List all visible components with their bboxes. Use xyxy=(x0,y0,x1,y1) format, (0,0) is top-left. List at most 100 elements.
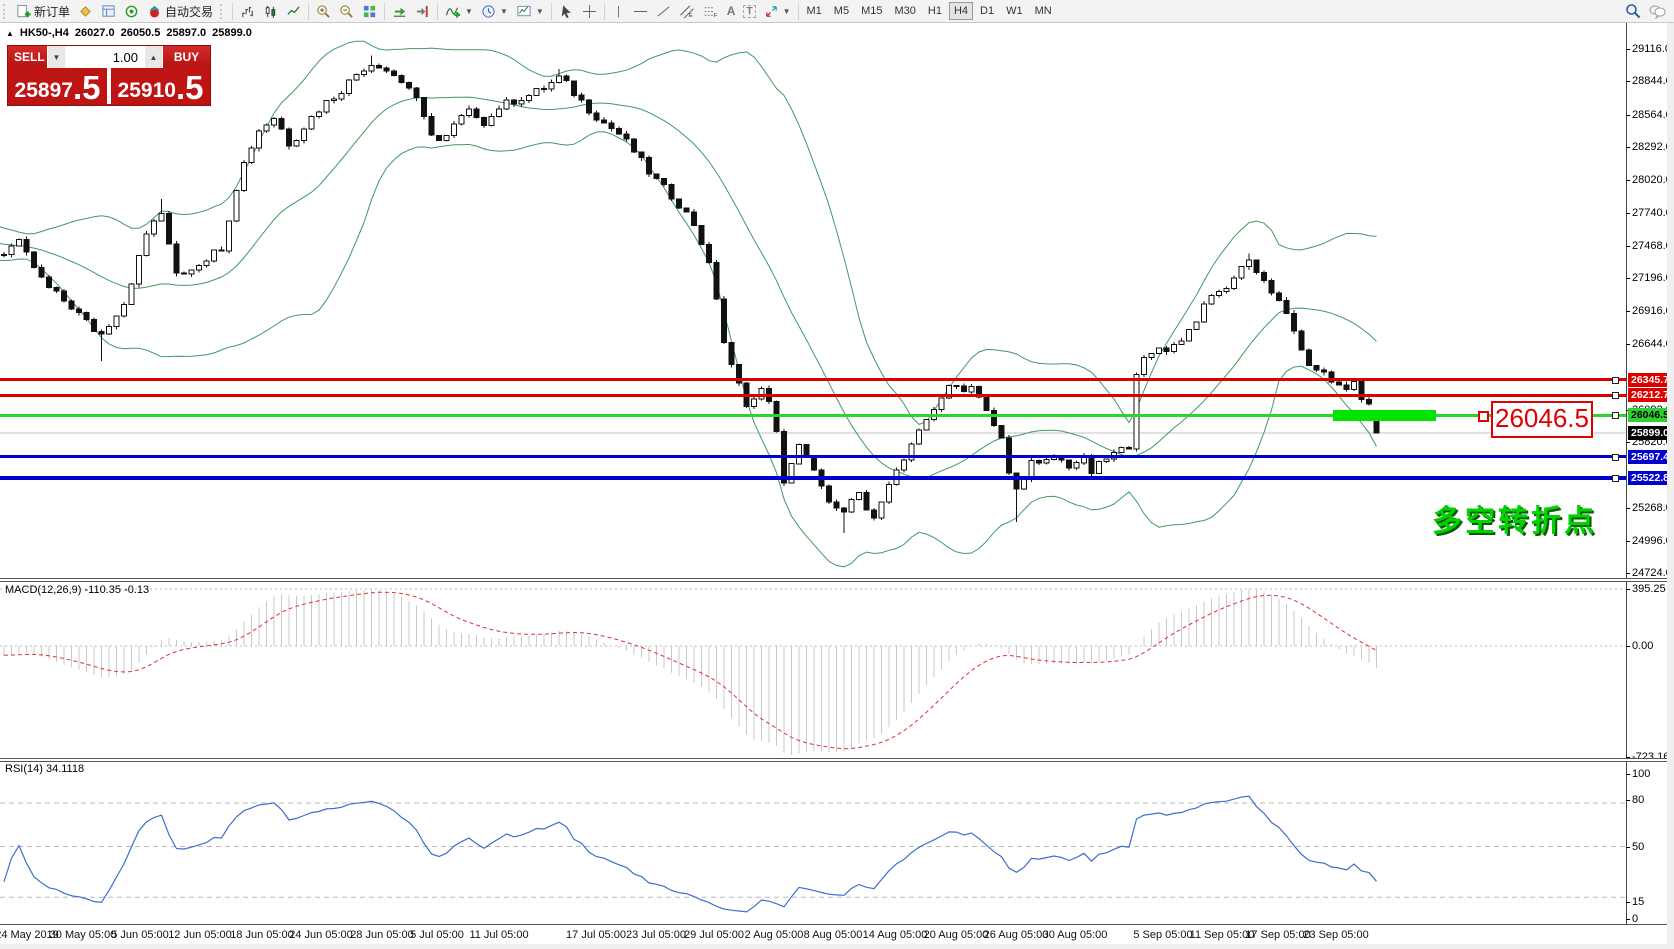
price-axis-label: 28020.0 xyxy=(1626,174,1672,186)
bar-chart-button[interactable] xyxy=(236,1,259,21)
candle xyxy=(331,98,337,102)
volume-input[interactable] xyxy=(66,46,144,68)
autotrading-button[interactable]: 自动交易 xyxy=(143,1,217,21)
price-axis-label: 27196.0 xyxy=(1626,272,1672,284)
toolbar-grip[interactable] xyxy=(3,3,8,19)
arrows-button[interactable]: ▼ xyxy=(760,1,795,21)
chart-shift-button[interactable] xyxy=(411,1,434,21)
pane-separator[interactable] xyxy=(0,758,1674,762)
line-price-tag: 25522.8 xyxy=(1628,471,1674,485)
timeframe-H4[interactable]: H4 xyxy=(948,2,973,20)
price-axis-label: 28292.0 xyxy=(1626,141,1672,153)
zoom-out-button[interactable] xyxy=(335,1,358,21)
candle xyxy=(233,189,240,222)
pane-separator[interactable] xyxy=(0,578,1674,582)
channel-button[interactable]: E xyxy=(675,1,699,21)
anchor-square-icon[interactable] xyxy=(1478,411,1489,422)
candle xyxy=(1343,384,1350,391)
line-anchor-icon[interactable] xyxy=(1612,475,1619,482)
cursor-button[interactable] xyxy=(555,1,578,21)
sell-price[interactable]: 25897 .5 xyxy=(8,68,107,104)
templates-button[interactable]: ▼ xyxy=(512,1,548,21)
candle xyxy=(443,134,450,141)
timeframe-W1[interactable]: W1 xyxy=(1001,2,1028,20)
new-order-button[interactable]: 新订单 xyxy=(12,1,74,21)
horizontal-line-object[interactable] xyxy=(0,414,1626,417)
candle xyxy=(181,272,187,275)
timeframe-M15[interactable]: M15 xyxy=(856,2,887,20)
fibonacci-button[interactable]: F xyxy=(699,1,723,21)
zoom-in-button[interactable] xyxy=(312,1,335,21)
buy-price[interactable]: 25910 .5 xyxy=(111,68,210,104)
vertical-line-button[interactable] xyxy=(608,1,629,21)
main-chart[interactable] xyxy=(0,22,1626,578)
text-button[interactable]: A xyxy=(723,1,740,21)
crosshair-button[interactable] xyxy=(578,1,601,21)
periods-button[interactable]: ▼ xyxy=(477,1,512,21)
time-axis-label: 12 Jun 05:00 xyxy=(168,929,232,941)
candle xyxy=(848,499,855,513)
candle xyxy=(466,108,472,117)
line-anchor-icon[interactable] xyxy=(1612,412,1619,419)
toolbar-grip[interactable] xyxy=(220,3,225,19)
candle xyxy=(526,94,532,102)
candle xyxy=(1321,369,1327,373)
timeframe-M30[interactable]: M30 xyxy=(889,2,920,20)
candle xyxy=(826,485,832,503)
timeframe-H1[interactable]: H1 xyxy=(923,2,947,20)
level-highlight-rect[interactable] xyxy=(1333,410,1436,421)
sell-button[interactable]: SELL xyxy=(8,46,47,68)
candle xyxy=(976,386,982,398)
trendline-button[interactable] xyxy=(652,1,675,21)
level-price-box[interactable]: 26046.5 xyxy=(1491,401,1593,438)
candle xyxy=(916,429,922,445)
candle xyxy=(1118,446,1125,454)
search-button[interactable] xyxy=(1621,1,1645,21)
turning-point-note[interactable]: 多空转折点 xyxy=(1432,505,1597,538)
candle xyxy=(586,99,592,114)
timeframe-D1[interactable]: D1 xyxy=(975,2,999,20)
candle xyxy=(1253,259,1260,273)
line-anchor-icon[interactable] xyxy=(1612,377,1619,384)
auto-scroll-button[interactable] xyxy=(388,1,411,21)
candle xyxy=(1148,352,1155,359)
candle xyxy=(76,308,82,314)
candle xyxy=(601,119,607,124)
time-axis-label: 17 Sep 05:00 xyxy=(1245,929,1311,941)
line-anchor-icon[interactable] xyxy=(1612,454,1619,461)
horizontal-line-object[interactable] xyxy=(0,476,1626,480)
navigator-button[interactable] xyxy=(120,1,143,21)
indicators-button[interactable]: ▼ xyxy=(441,1,477,21)
timeframe-M1[interactable]: M1 xyxy=(802,2,827,20)
buy-button[interactable]: BUY xyxy=(163,46,210,68)
market-watch-button[interactable] xyxy=(74,1,97,21)
price-axis-label: 29116.0 xyxy=(1626,43,1671,55)
candle xyxy=(151,220,157,235)
volume-increase-button[interactable]: ▲ xyxy=(145,46,162,68)
horizontal-line-object[interactable] xyxy=(0,378,1626,381)
timeframe-M5[interactable]: M5 xyxy=(829,2,854,20)
horizontal-line-object[interactable] xyxy=(0,455,1626,458)
data-window-button[interactable] xyxy=(97,1,120,21)
line-chart-button[interactable] xyxy=(282,1,305,21)
line-anchor-icon[interactable] xyxy=(1612,392,1619,399)
tile-windows-button[interactable] xyxy=(358,1,381,21)
rsi-pane[interactable] xyxy=(0,761,1626,924)
text-label-button[interactable]: T xyxy=(739,1,759,21)
candle xyxy=(638,151,645,158)
candle xyxy=(961,385,967,393)
candle xyxy=(871,509,877,519)
volume-decrease-button[interactable]: ▼ xyxy=(48,46,65,68)
candlestick-chart-button[interactable] xyxy=(259,1,282,21)
candle xyxy=(248,147,255,163)
candle xyxy=(1291,312,1297,332)
chat-button[interactable] xyxy=(1645,1,1670,21)
horizontal-line-object[interactable] xyxy=(0,394,1626,397)
candle xyxy=(158,212,165,222)
candle xyxy=(1223,288,1230,292)
candle xyxy=(46,276,52,288)
collapse-arrow-icon[interactable]: ▲ xyxy=(6,28,14,38)
timeframe-MN[interactable]: MN xyxy=(1030,2,1057,20)
macd-pane[interactable] xyxy=(0,581,1626,758)
horizontal-line-button[interactable] xyxy=(629,1,652,21)
